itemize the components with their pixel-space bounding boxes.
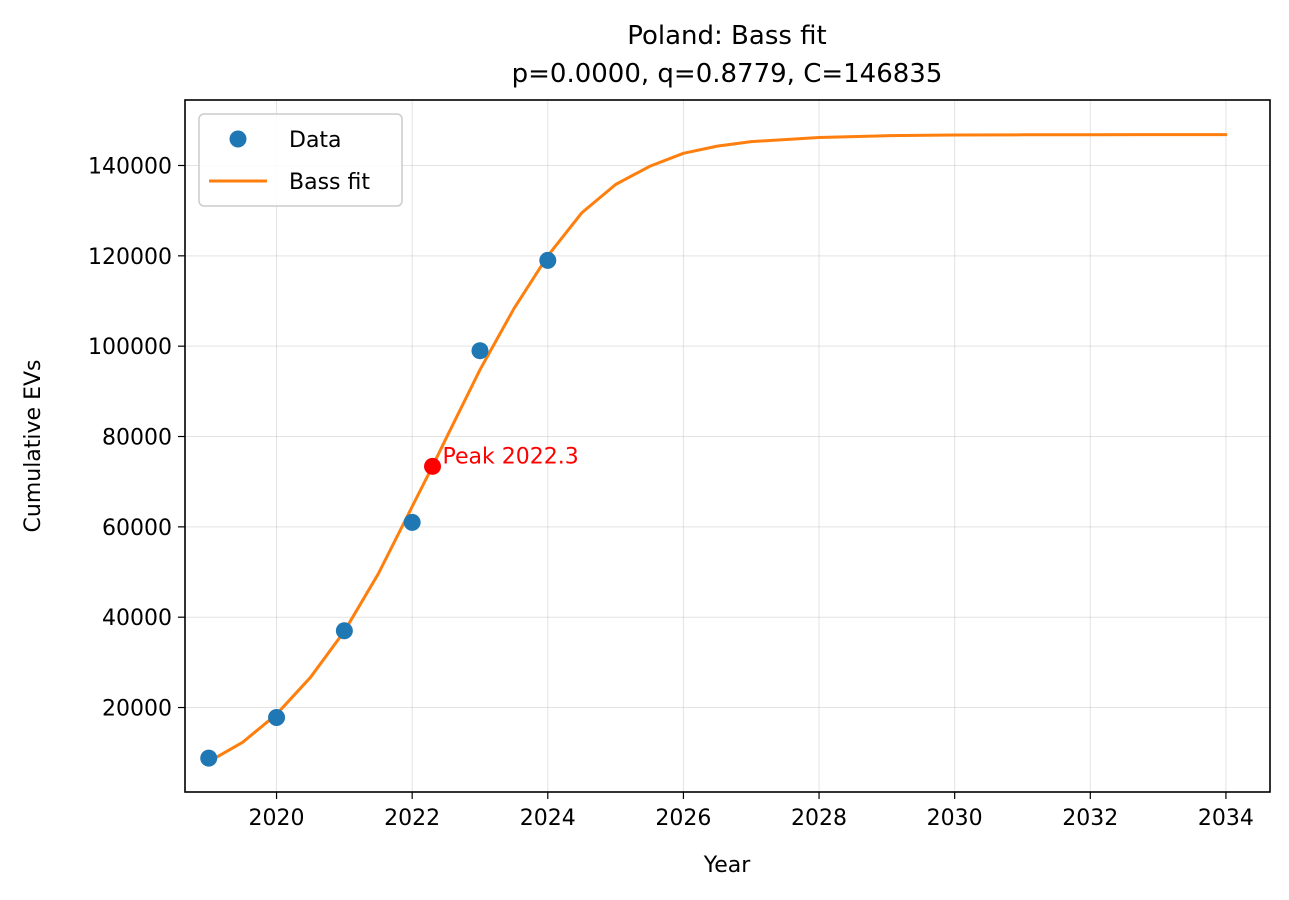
data-point xyxy=(200,749,218,767)
chart-subtitle: p=0.0000, q=0.8779, C=146835 xyxy=(512,59,943,89)
x-tick-label: 2020 xyxy=(249,806,305,831)
x-axis-label: Year xyxy=(703,853,752,878)
legend-box xyxy=(198,113,403,207)
legend: Data Bass fit xyxy=(198,113,403,207)
data-point xyxy=(403,513,421,531)
plot-area: 2020 2022 2024 2026 2028 2030 2032 2034 20000 400… xyxy=(88,99,1271,831)
y-axis-label: Cumulative EVs xyxy=(21,360,46,533)
x-tick-label: 2032 xyxy=(1062,806,1118,831)
x-tick-label: 2028 xyxy=(791,806,847,831)
y-tick-label: 80000 xyxy=(102,426,172,451)
y-tick-label: 120000 xyxy=(88,245,172,270)
data-point xyxy=(268,708,286,726)
data-point xyxy=(539,251,557,269)
y-tick-label: 20000 xyxy=(102,697,172,722)
y-tick-label: 60000 xyxy=(102,516,172,541)
x-tick-label: 2034 xyxy=(1198,806,1254,831)
y-tick-label: 100000 xyxy=(88,335,172,360)
x-tick-label: 2024 xyxy=(520,806,576,831)
y-tick-label: 40000 xyxy=(102,606,172,631)
x-tick-label: 2030 xyxy=(927,806,983,831)
legend-data-marker xyxy=(229,130,247,148)
legend-label: Bass fit xyxy=(289,170,370,195)
legend-label: Data xyxy=(289,128,342,153)
peak-annotation: Peak 2022.3 xyxy=(443,444,579,469)
x-tick-label: 2022 xyxy=(384,806,440,831)
data-point xyxy=(471,342,489,360)
y-tick-label: 140000 xyxy=(88,154,172,179)
peak-marker xyxy=(424,457,442,475)
chart-title: Poland: Bass fit xyxy=(627,21,827,51)
plot-frame xyxy=(184,99,1271,793)
data-point xyxy=(335,622,353,640)
x-tick-label: 2026 xyxy=(655,806,711,831)
